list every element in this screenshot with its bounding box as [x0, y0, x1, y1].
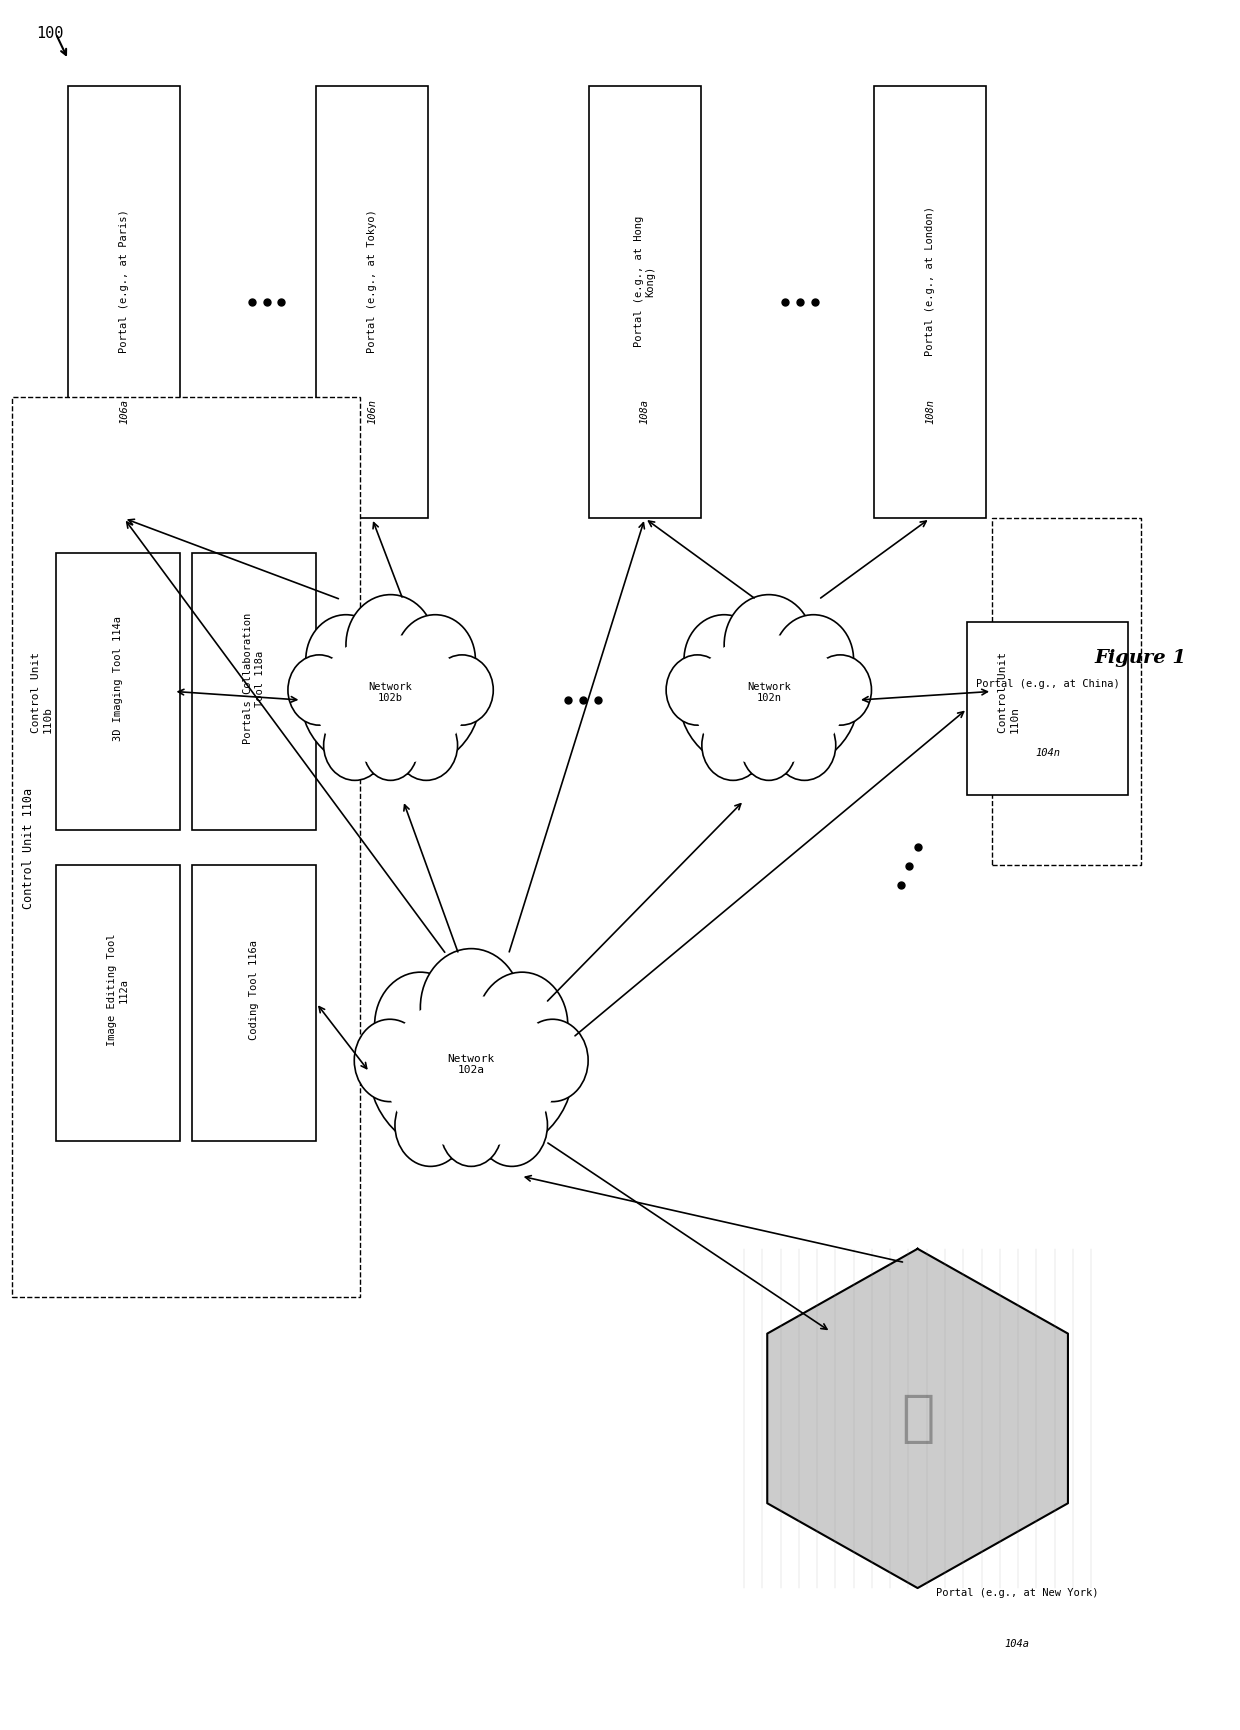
Ellipse shape — [384, 996, 558, 1149]
Ellipse shape — [315, 635, 466, 766]
Ellipse shape — [666, 656, 729, 727]
Text: 106a: 106a — [119, 398, 129, 424]
Ellipse shape — [370, 984, 573, 1161]
FancyBboxPatch shape — [316, 86, 428, 519]
Polygon shape — [768, 1249, 1068, 1588]
Text: Coding Tool 116a: Coding Tool 116a — [249, 939, 259, 1040]
Ellipse shape — [301, 626, 480, 777]
Ellipse shape — [288, 656, 351, 727]
FancyBboxPatch shape — [12, 398, 360, 1298]
Text: 3D Imaging Tool 114a: 3D Imaging Tool 114a — [113, 616, 123, 740]
Text: Control Unit
110b: Control Unit 110b — [31, 652, 52, 732]
Text: Network
102a: Network 102a — [448, 1054, 495, 1074]
Ellipse shape — [774, 616, 853, 706]
FancyBboxPatch shape — [68, 86, 180, 519]
Ellipse shape — [430, 656, 494, 727]
Text: Control Unit 110a: Control Unit 110a — [22, 787, 35, 908]
Ellipse shape — [684, 616, 764, 706]
Ellipse shape — [808, 656, 872, 727]
Ellipse shape — [476, 972, 568, 1078]
Text: Portal (e.g., at China): Portal (e.g., at China) — [976, 678, 1120, 689]
FancyBboxPatch shape — [967, 623, 1128, 796]
Ellipse shape — [324, 711, 386, 780]
FancyBboxPatch shape — [56, 554, 180, 830]
Text: Control Unit
110n: Control Unit 110n — [998, 652, 1019, 732]
Text: 108a: 108a — [640, 398, 650, 424]
Text: 108n: 108n — [925, 398, 935, 424]
FancyBboxPatch shape — [192, 865, 316, 1142]
Ellipse shape — [476, 1085, 548, 1166]
Ellipse shape — [346, 595, 435, 695]
Ellipse shape — [774, 711, 836, 780]
Text: Network
102b: Network 102b — [368, 682, 413, 702]
FancyBboxPatch shape — [992, 519, 1141, 865]
Ellipse shape — [702, 711, 764, 780]
Ellipse shape — [440, 1097, 502, 1166]
FancyBboxPatch shape — [25, 519, 174, 865]
Ellipse shape — [420, 950, 522, 1067]
Ellipse shape — [355, 1019, 425, 1102]
Ellipse shape — [517, 1019, 588, 1102]
FancyBboxPatch shape — [192, 554, 316, 830]
Ellipse shape — [374, 972, 466, 1078]
Text: Network
102n: Network 102n — [746, 682, 791, 702]
Text: 104n: 104n — [1035, 747, 1060, 758]
Text: 👤: 👤 — [901, 1391, 934, 1446]
Text: Portal (e.g., at Paris): Portal (e.g., at Paris) — [119, 209, 129, 353]
Text: 100: 100 — [36, 26, 63, 42]
Text: Image Editing Tool
112a: Image Editing Tool 112a — [107, 934, 129, 1045]
FancyBboxPatch shape — [589, 86, 701, 519]
Text: Portal (e.g., at London): Portal (e.g., at London) — [925, 206, 935, 356]
Ellipse shape — [396, 711, 458, 780]
FancyBboxPatch shape — [874, 86, 986, 519]
Text: 106n: 106n — [367, 398, 377, 424]
Text: Portals Collaboration
Tool 118a: Portals Collaboration Tool 118a — [243, 612, 265, 744]
Text: Portal (e.g., at Hong
Kong): Portal (e.g., at Hong Kong) — [634, 216, 656, 346]
Ellipse shape — [680, 626, 858, 777]
Text: Portal (e.g., at Tokyo): Portal (e.g., at Tokyo) — [367, 209, 377, 353]
FancyBboxPatch shape — [56, 865, 180, 1142]
Ellipse shape — [742, 721, 796, 780]
Ellipse shape — [396, 616, 475, 706]
Ellipse shape — [693, 635, 844, 766]
Ellipse shape — [306, 616, 386, 706]
Text: 104a: 104a — [1004, 1638, 1029, 1649]
Ellipse shape — [724, 595, 813, 695]
Ellipse shape — [394, 1085, 466, 1166]
Text: Figure 1: Figure 1 — [1095, 649, 1187, 666]
Ellipse shape — [363, 721, 418, 780]
Text: Portal (e.g., at New York): Portal (e.g., at New York) — [935, 1586, 1099, 1597]
